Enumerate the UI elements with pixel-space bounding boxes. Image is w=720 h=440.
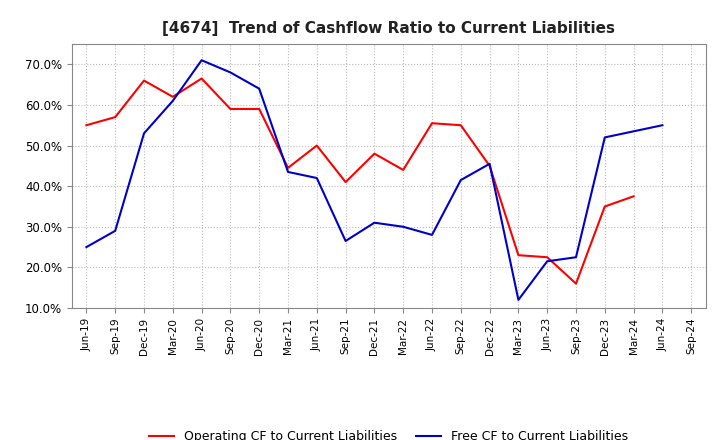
Free CF to Current Liabilities [312,176,321,181]
Free CF to Current Liabilities [370,220,379,225]
Operating CF to Current Liabilities [226,106,235,112]
Operating CF to Current Liabilities [82,123,91,128]
Free CF to Current Liabilities [168,98,177,103]
Free CF to Current Liabilities [226,70,235,75]
Free CF to Current Liabilities [140,131,148,136]
Free CF to Current Liabilities [111,228,120,234]
Free CF to Current Liabilities [341,238,350,244]
Legend: Operating CF to Current Liabilities, Free CF to Current Liabilities: Operating CF to Current Liabilities, Fre… [144,425,634,440]
Free CF to Current Liabilities [428,232,436,238]
Operating CF to Current Liabilities [111,114,120,120]
Line: Free CF to Current Liabilities: Free CF to Current Liabilities [86,60,662,300]
Free CF to Current Liabilities [543,259,552,264]
Operating CF to Current Liabilities [197,76,206,81]
Operating CF to Current Liabilities [312,143,321,148]
Free CF to Current Liabilities [456,177,465,183]
Operating CF to Current Liabilities [284,165,292,171]
Free CF to Current Liabilities [514,297,523,303]
Title: [4674]  Trend of Cashflow Ratio to Current Liabilities: [4674] Trend of Cashflow Ratio to Curren… [162,21,616,36]
Operating CF to Current Liabilities [629,194,638,199]
Free CF to Current Liabilities [255,86,264,92]
Free CF to Current Liabilities [197,58,206,63]
Free CF to Current Liabilities [284,169,292,175]
Free CF to Current Liabilities [572,255,580,260]
Free CF to Current Liabilities [658,123,667,128]
Free CF to Current Liabilities [82,245,91,250]
Operating CF to Current Liabilities [168,94,177,99]
Free CF to Current Liabilities [600,135,609,140]
Free CF to Current Liabilities [485,161,494,166]
Operating CF to Current Liabilities [572,281,580,286]
Operating CF to Current Liabilities [543,255,552,260]
Operating CF to Current Liabilities [370,151,379,156]
Operating CF to Current Liabilities [514,253,523,258]
Operating CF to Current Liabilities [255,106,264,112]
Operating CF to Current Liabilities [399,167,408,172]
Operating CF to Current Liabilities [428,121,436,126]
Operating CF to Current Liabilities [140,78,148,83]
Free CF to Current Liabilities [629,128,638,134]
Operating CF to Current Liabilities [600,204,609,209]
Operating CF to Current Liabilities [341,180,350,185]
Operating CF to Current Liabilities [456,123,465,128]
Line: Operating CF to Current Liabilities: Operating CF to Current Liabilities [86,78,634,284]
Operating CF to Current Liabilities [485,163,494,169]
Free CF to Current Liabilities [399,224,408,229]
